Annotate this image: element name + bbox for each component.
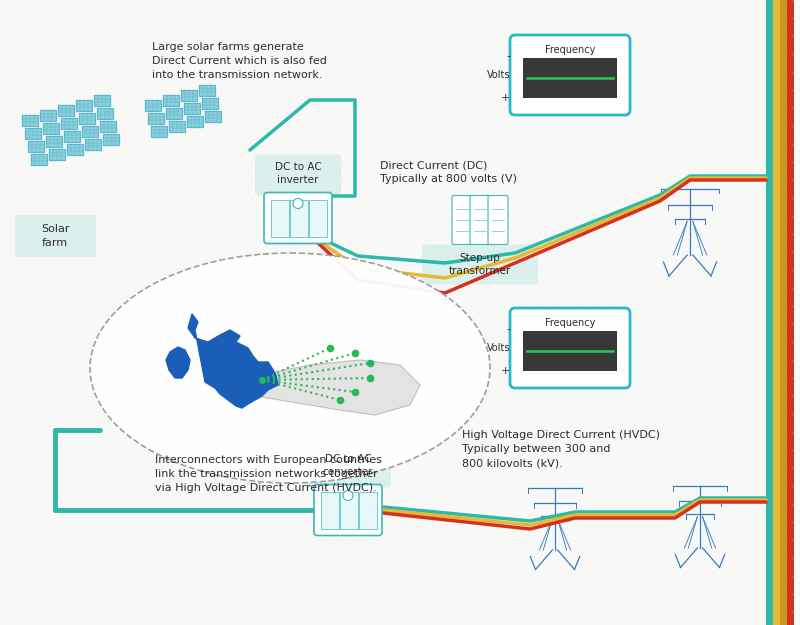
Polygon shape	[220, 360, 420, 415]
Polygon shape	[49, 149, 65, 160]
Bar	[271, 199, 289, 236]
FancyBboxPatch shape	[452, 196, 472, 244]
Polygon shape	[25, 128, 41, 139]
FancyBboxPatch shape	[305, 446, 391, 488]
Bar	[523, 331, 617, 371]
Bar	[321, 491, 339, 529]
Circle shape	[343, 491, 353, 501]
Polygon shape	[46, 136, 62, 147]
FancyBboxPatch shape	[15, 215, 96, 257]
Polygon shape	[79, 113, 95, 124]
Ellipse shape	[90, 253, 490, 483]
Text: Interconnectors with European countries
link the transmission networks together
: Interconnectors with European countries …	[155, 455, 382, 493]
Text: High Voltage Direct Current (HVDC)
Typically between 300 and
800 kilovolts (kV).: High Voltage Direct Current (HVDC) Typic…	[462, 430, 660, 468]
Polygon shape	[85, 139, 101, 150]
Polygon shape	[43, 123, 59, 134]
Polygon shape	[187, 116, 203, 127]
Polygon shape	[82, 126, 98, 137]
Text: Frequency: Frequency	[545, 318, 595, 328]
Polygon shape	[163, 95, 179, 106]
FancyBboxPatch shape	[470, 196, 490, 244]
Text: +: +	[501, 93, 510, 103]
Polygon shape	[94, 95, 110, 106]
Polygon shape	[22, 115, 38, 126]
Bar	[780, 0, 787, 625]
Polygon shape	[58, 105, 74, 116]
Polygon shape	[199, 85, 215, 96]
Text: DC to AC
inverter: DC to AC inverter	[274, 162, 322, 185]
FancyBboxPatch shape	[314, 484, 382, 536]
Text: Direct Current (DC)
Typically at 800 volts (V): Direct Current (DC) Typically at 800 vol…	[380, 160, 517, 184]
Text: DC to AC
converter: DC to AC converter	[322, 454, 374, 477]
Polygon shape	[67, 144, 83, 155]
Bar	[340, 491, 358, 529]
Polygon shape	[188, 314, 278, 408]
Polygon shape	[184, 103, 200, 114]
Polygon shape	[64, 131, 80, 142]
Bar	[773, 0, 780, 625]
Bar	[523, 58, 617, 98]
Polygon shape	[169, 121, 185, 132]
Text: Solar
farm: Solar farm	[41, 224, 70, 248]
Polygon shape	[61, 118, 77, 129]
Bar	[766, 0, 773, 625]
FancyBboxPatch shape	[255, 154, 341, 196]
Polygon shape	[76, 100, 92, 111]
Polygon shape	[181, 90, 197, 101]
Bar	[787, 0, 794, 625]
Text: Frequency: Frequency	[545, 45, 595, 55]
Polygon shape	[205, 111, 221, 122]
Polygon shape	[145, 100, 161, 111]
Text: +: +	[501, 366, 510, 376]
Polygon shape	[148, 113, 164, 124]
Polygon shape	[166, 108, 182, 119]
Polygon shape	[97, 108, 113, 119]
Polygon shape	[103, 134, 119, 145]
Text: Step-up
transformer: Step-up transformer	[449, 253, 511, 276]
Text: Volts: Volts	[486, 343, 510, 353]
Bar	[290, 199, 308, 236]
Polygon shape	[40, 110, 56, 121]
FancyBboxPatch shape	[510, 308, 630, 388]
Polygon shape	[202, 98, 218, 109]
Polygon shape	[166, 347, 190, 378]
Polygon shape	[31, 154, 47, 165]
FancyBboxPatch shape	[510, 35, 630, 115]
Polygon shape	[100, 121, 116, 132]
Polygon shape	[28, 141, 44, 152]
FancyBboxPatch shape	[488, 196, 508, 244]
Circle shape	[293, 199, 303, 209]
Bar	[309, 199, 327, 236]
FancyBboxPatch shape	[422, 244, 538, 284]
Text: Volts: Volts	[486, 70, 510, 80]
Bar	[359, 491, 377, 529]
Text: -: -	[506, 324, 510, 334]
Text: Large solar farms generate
Direct Current which is also fed
into the transmissio: Large solar farms generate Direct Curren…	[152, 42, 327, 80]
FancyBboxPatch shape	[264, 192, 332, 244]
Text: -: -	[506, 51, 510, 61]
Polygon shape	[151, 126, 167, 137]
